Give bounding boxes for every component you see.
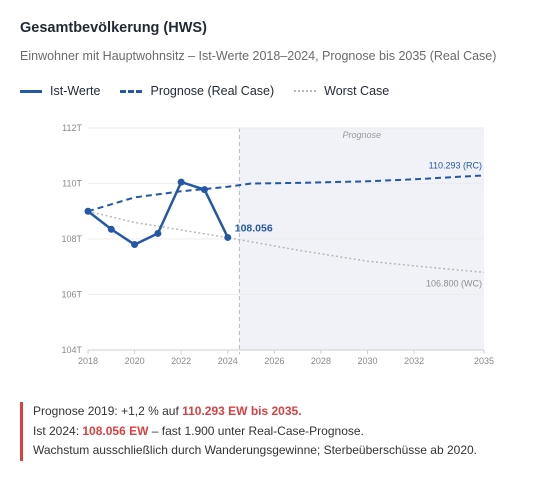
summary-callout: Prognose 2019: +1,2 % auf 110.293 EW bis… [20, 402, 500, 461]
chart-subtitle: Einwohner mit Hauptwohnsitz – Ist-Werte … [20, 49, 497, 63]
callout-text: Ist 2024: [33, 423, 83, 438]
chart-title: Gesamtbevölkerung (HWS) [20, 20, 207, 36]
data-label-ist-2024: 108.056 [235, 222, 273, 234]
legend-swatch-rc [120, 89, 143, 93]
chart-legend: Ist-Werte Prognose (Real Case) Worst Cas… [20, 82, 409, 100]
x-tick-label: 2030 [358, 356, 378, 366]
callout-text: – fast 1.900 unter Real-Case-Prognose. [148, 423, 364, 438]
chart-plot-area: Prognose 104T 106T 108T 110T 112T 2018 2020 2022… [61, 123, 494, 366]
data-label-rc-2035: 110.293 (RC) [429, 160, 482, 170]
data-point-ist [200, 186, 208, 194]
data-point-ist [224, 233, 232, 241]
series-line-worst-case [87, 210, 485, 274]
legend-swatch-wc [294, 90, 317, 92]
callout-highlight: 108.056 EW [82, 423, 149, 438]
legend-label-wc: Worst Case [324, 84, 390, 98]
y-tick-label: 104T [61, 345, 82, 355]
data-point-ist [154, 229, 162, 237]
legend-swatch-ist [20, 89, 42, 93]
data-point-ist [84, 207, 92, 215]
callout-line-2: Ist 2024: 108.056 EW – fast 1.900 unter … [33, 422, 500, 442]
x-tick-label: 2028 [311, 356, 331, 366]
callout-highlight: 110.293 EW bis 2035. [182, 404, 302, 418]
callout-line-1: Prognose 2019: +1,2 % auf 110.293 EW bis… [33, 402, 500, 422]
legend-label-ist: Ist-Werte [50, 84, 101, 98]
data-point-ist [131, 241, 139, 249]
y-tick-label: 108T [61, 234, 82, 244]
prognose-band-label: Prognose [342, 130, 381, 140]
legend-item-wc[interactable]: Worst Case [294, 84, 389, 98]
y-tick-label: 106T [61, 290, 82, 300]
data-label-wc-2035: 106.800 (WC) [426, 278, 482, 288]
legend-item-rc[interactable]: Prognose (Real Case) [120, 84, 274, 98]
data-point-ist [107, 225, 115, 233]
x-tick-label: 2026 [264, 356, 284, 366]
legend-item-ist[interactable]: Ist-Werte [20, 84, 100, 98]
series-line-real-case [87, 174, 485, 213]
y-tick-label: 110T [62, 179, 82, 189]
x-tick-label: 2020 [125, 356, 145, 366]
y-tick-label: 112T [62, 123, 82, 133]
x-tick-label: 2022 [171, 356, 191, 366]
x-tick-label: 2018 [78, 356, 98, 366]
callout-line-3: Wachstum ausschließlich durch Wanderungs… [33, 443, 478, 457]
x-tick-label: 2024 [218, 356, 238, 366]
x-tick-label: 2035 [474, 356, 494, 366]
data-point-ist [177, 178, 185, 186]
x-tick-label: 2032 [404, 356, 424, 366]
callout-text: Prognose 2019: +1,2 % auf [33, 404, 183, 418]
legend-label-rc: Prognose (Real Case) [150, 84, 275, 98]
